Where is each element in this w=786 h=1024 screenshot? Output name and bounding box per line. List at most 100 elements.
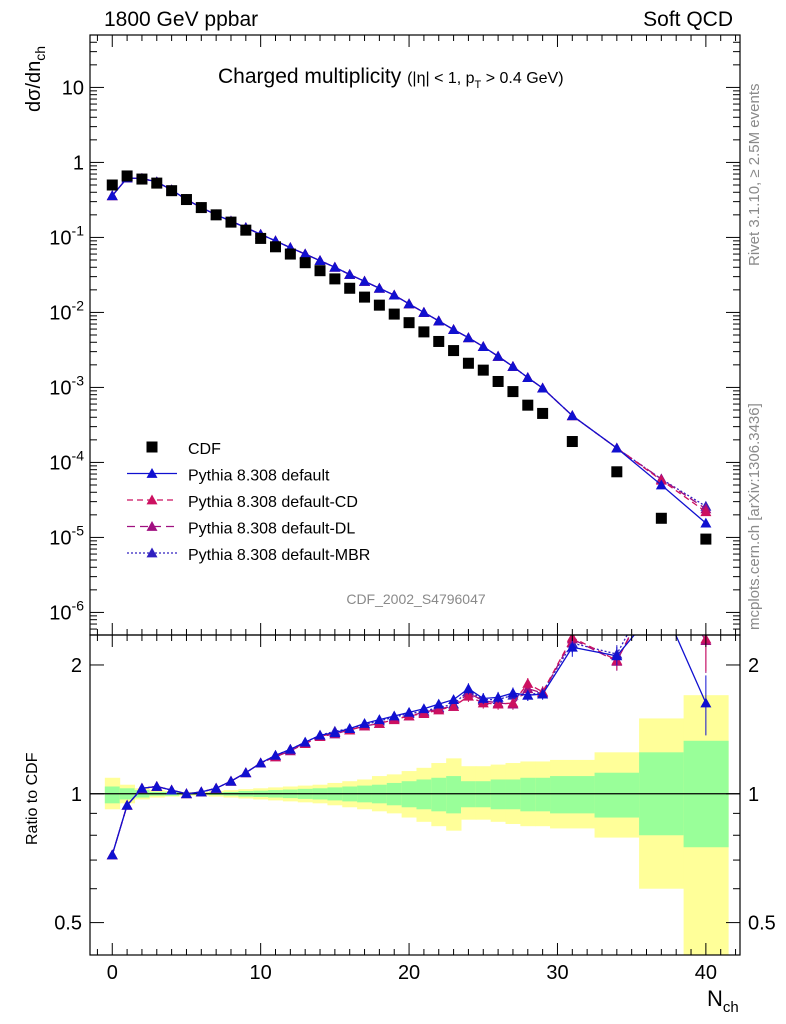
legend-marker-mbr <box>146 547 158 558</box>
marker-cd <box>700 506 712 517</box>
ratio-marker-cd <box>448 700 460 711</box>
legend-marker-cdf <box>146 441 158 453</box>
marker-default <box>329 261 341 272</box>
data-point-cdf <box>106 179 118 191</box>
y-tick-label: 10-5 <box>49 522 84 549</box>
ratio-marker-default <box>166 784 178 795</box>
uncertainty-band-green <box>535 777 551 812</box>
ratio-marker-default <box>344 723 356 734</box>
ratio-marker-cd <box>522 678 534 688</box>
x-tick-label: 10 <box>250 962 272 984</box>
marker-default <box>373 282 385 293</box>
y-tick-label: 10-6 <box>49 597 84 624</box>
ratio-y-tick-label-right: 2 <box>748 655 759 677</box>
marker-default <box>418 306 430 317</box>
ratio-marker-default <box>462 683 474 694</box>
marker-default <box>522 372 534 383</box>
ratio-marker-default <box>700 697 712 708</box>
ratio-marker-cd <box>462 690 474 701</box>
main-frame <box>89 34 741 636</box>
data-point-cdf <box>492 375 504 387</box>
ratio-y-tick-label-left: 0.5 <box>54 913 82 935</box>
uncertainty-band-green <box>520 777 536 812</box>
x-tick-label: 0 <box>107 962 118 984</box>
ratio-marker-default <box>448 694 460 704</box>
y-tick-label: 1 <box>73 152 84 174</box>
ratio-marker-default <box>403 706 415 717</box>
data-point-cdf <box>314 265 326 277</box>
data-point-cdf <box>240 224 252 236</box>
ratio-marker-default <box>492 691 504 702</box>
ratio-marker-default <box>151 780 163 791</box>
ratio-marker-default <box>566 641 578 652</box>
legend-label: CDF <box>188 441 221 458</box>
series-line-dl <box>111 177 707 510</box>
ratio-marker-default <box>240 767 252 778</box>
ratio-marker-cd <box>507 697 519 708</box>
ratio-marker-default <box>195 786 207 797</box>
marker-default <box>388 289 400 300</box>
data-point-cdf <box>195 202 207 214</box>
ratio-line-cd <box>111 635 707 856</box>
data-point-cdf <box>299 257 311 269</box>
ratio-marker-default <box>388 710 400 721</box>
marker-default <box>359 275 371 286</box>
ratio-marker-default <box>433 698 445 709</box>
uncertainty-band-green <box>550 776 596 814</box>
marker-default <box>448 324 460 335</box>
ratio-marker-default <box>359 717 371 728</box>
data-point-cdf <box>270 241 282 253</box>
ratio-marker-default <box>507 687 519 698</box>
ratio-marker-cd <box>492 698 504 709</box>
data-point-cdf <box>655 512 667 524</box>
ratio-marker-default <box>180 788 192 799</box>
ratio-marker-default <box>314 729 326 740</box>
marker-default <box>106 190 118 201</box>
ratio-y-axis-title: Ratio to CDF <box>24 752 41 845</box>
legend-label: Pythia 8.308 default <box>188 468 330 485</box>
ratio-marker-cd <box>656 572 667 582</box>
header-right: Soft QCD <box>643 8 733 31</box>
ratio-marker-mbr <box>700 604 711 614</box>
uncertainty-band-green <box>446 776 462 814</box>
main-panel-content <box>106 170 712 545</box>
x-tick-label: 40 <box>695 962 717 984</box>
y-tick-label: 10-1 <box>49 222 84 249</box>
ratio-marker-mbr <box>656 566 667 576</box>
ratio-panel-content <box>90 566 740 955</box>
data-point-cdf <box>151 177 163 189</box>
marker-default <box>403 298 415 309</box>
ratio-marker-dl <box>656 566 667 576</box>
ratio-marker-default <box>418 703 430 714</box>
plot-title: Charged multiplicity (|η| < 1, pT > 0.4 … <box>218 65 564 91</box>
data-point-cdf <box>180 194 192 206</box>
data-point-cdf <box>255 232 267 244</box>
ratio-line-default <box>111 635 707 856</box>
marker-default <box>462 332 474 343</box>
ratio-marker-default <box>611 650 623 661</box>
ratio-marker-default <box>329 727 341 737</box>
legend-label: Pythia 8.308 default-CD <box>188 494 358 511</box>
ratio-marker-default <box>255 757 267 768</box>
marker-default <box>299 248 311 259</box>
uncertainty-band-green <box>594 772 640 818</box>
data-point-cdf <box>448 345 460 357</box>
data-point-cdf <box>433 335 445 347</box>
y-axis-title: dσ/dnch <box>23 46 48 112</box>
data-point-cdf <box>284 248 296 260</box>
ratio-y-tick-label-right: 1 <box>748 784 759 806</box>
ratio-marker-default <box>106 849 118 860</box>
legend-marker-default <box>146 468 158 478</box>
y-tick-label: 10-2 <box>49 297 84 324</box>
ratio-marker-default <box>537 688 549 699</box>
marker-default <box>537 382 549 393</box>
x-tick-label: 20 <box>398 962 420 984</box>
ratio-y-tick-label-left: 1 <box>71 784 82 806</box>
data-point-cdf <box>403 317 415 329</box>
marker-default <box>566 410 578 421</box>
ratio-marker-cd <box>433 704 445 715</box>
data-point-cdf <box>700 533 712 545</box>
data-point-cdf <box>462 357 474 369</box>
y-tick-label: 10 <box>62 77 84 99</box>
